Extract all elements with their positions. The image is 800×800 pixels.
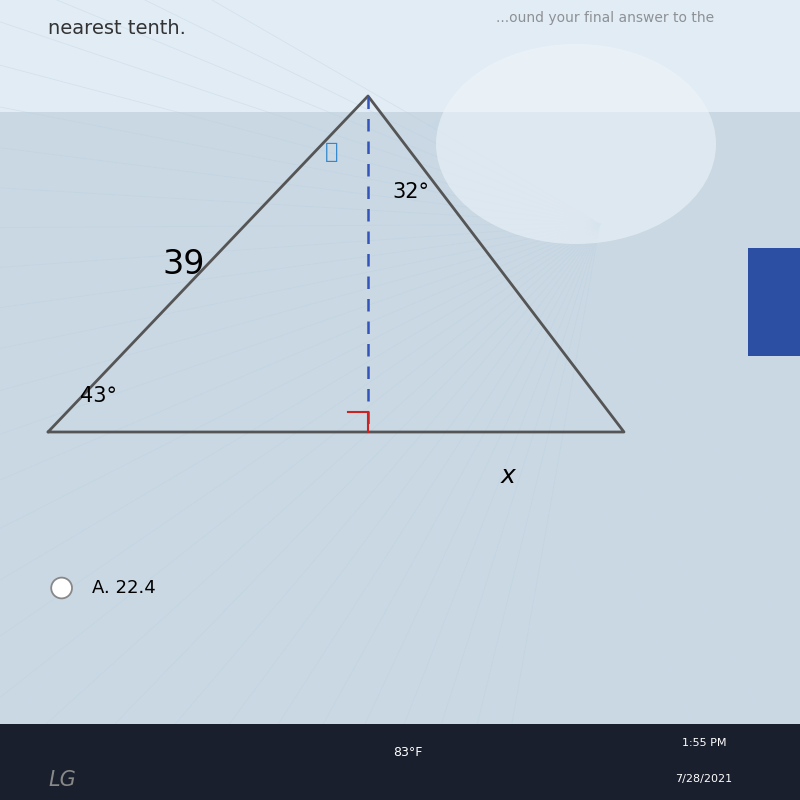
Bar	[0, 724, 800, 800]
Text: 32°: 32°	[392, 182, 429, 202]
Text: 1:55 PM: 1:55 PM	[682, 738, 726, 748]
Ellipse shape	[436, 44, 716, 244]
Text: 7/28/2021: 7/28/2021	[675, 774, 733, 784]
Text: 83°F: 83°F	[394, 746, 422, 759]
Text: ...ound your final answer to the: ...ound your final answer to the	[496, 10, 714, 25]
Bar	[748, 248, 800, 356]
Text: 43°: 43°	[80, 386, 117, 406]
Circle shape	[51, 578, 72, 598]
Text: x: x	[501, 464, 515, 488]
Text: 39: 39	[162, 247, 206, 281]
Text: A. 22.4: A. 22.4	[92, 579, 156, 597]
Bar	[0, 0, 800, 112]
Text: nearest tenth.: nearest tenth.	[48, 18, 186, 38]
Text: 👆: 👆	[326, 142, 338, 162]
Text: LG: LG	[48, 770, 76, 790]
